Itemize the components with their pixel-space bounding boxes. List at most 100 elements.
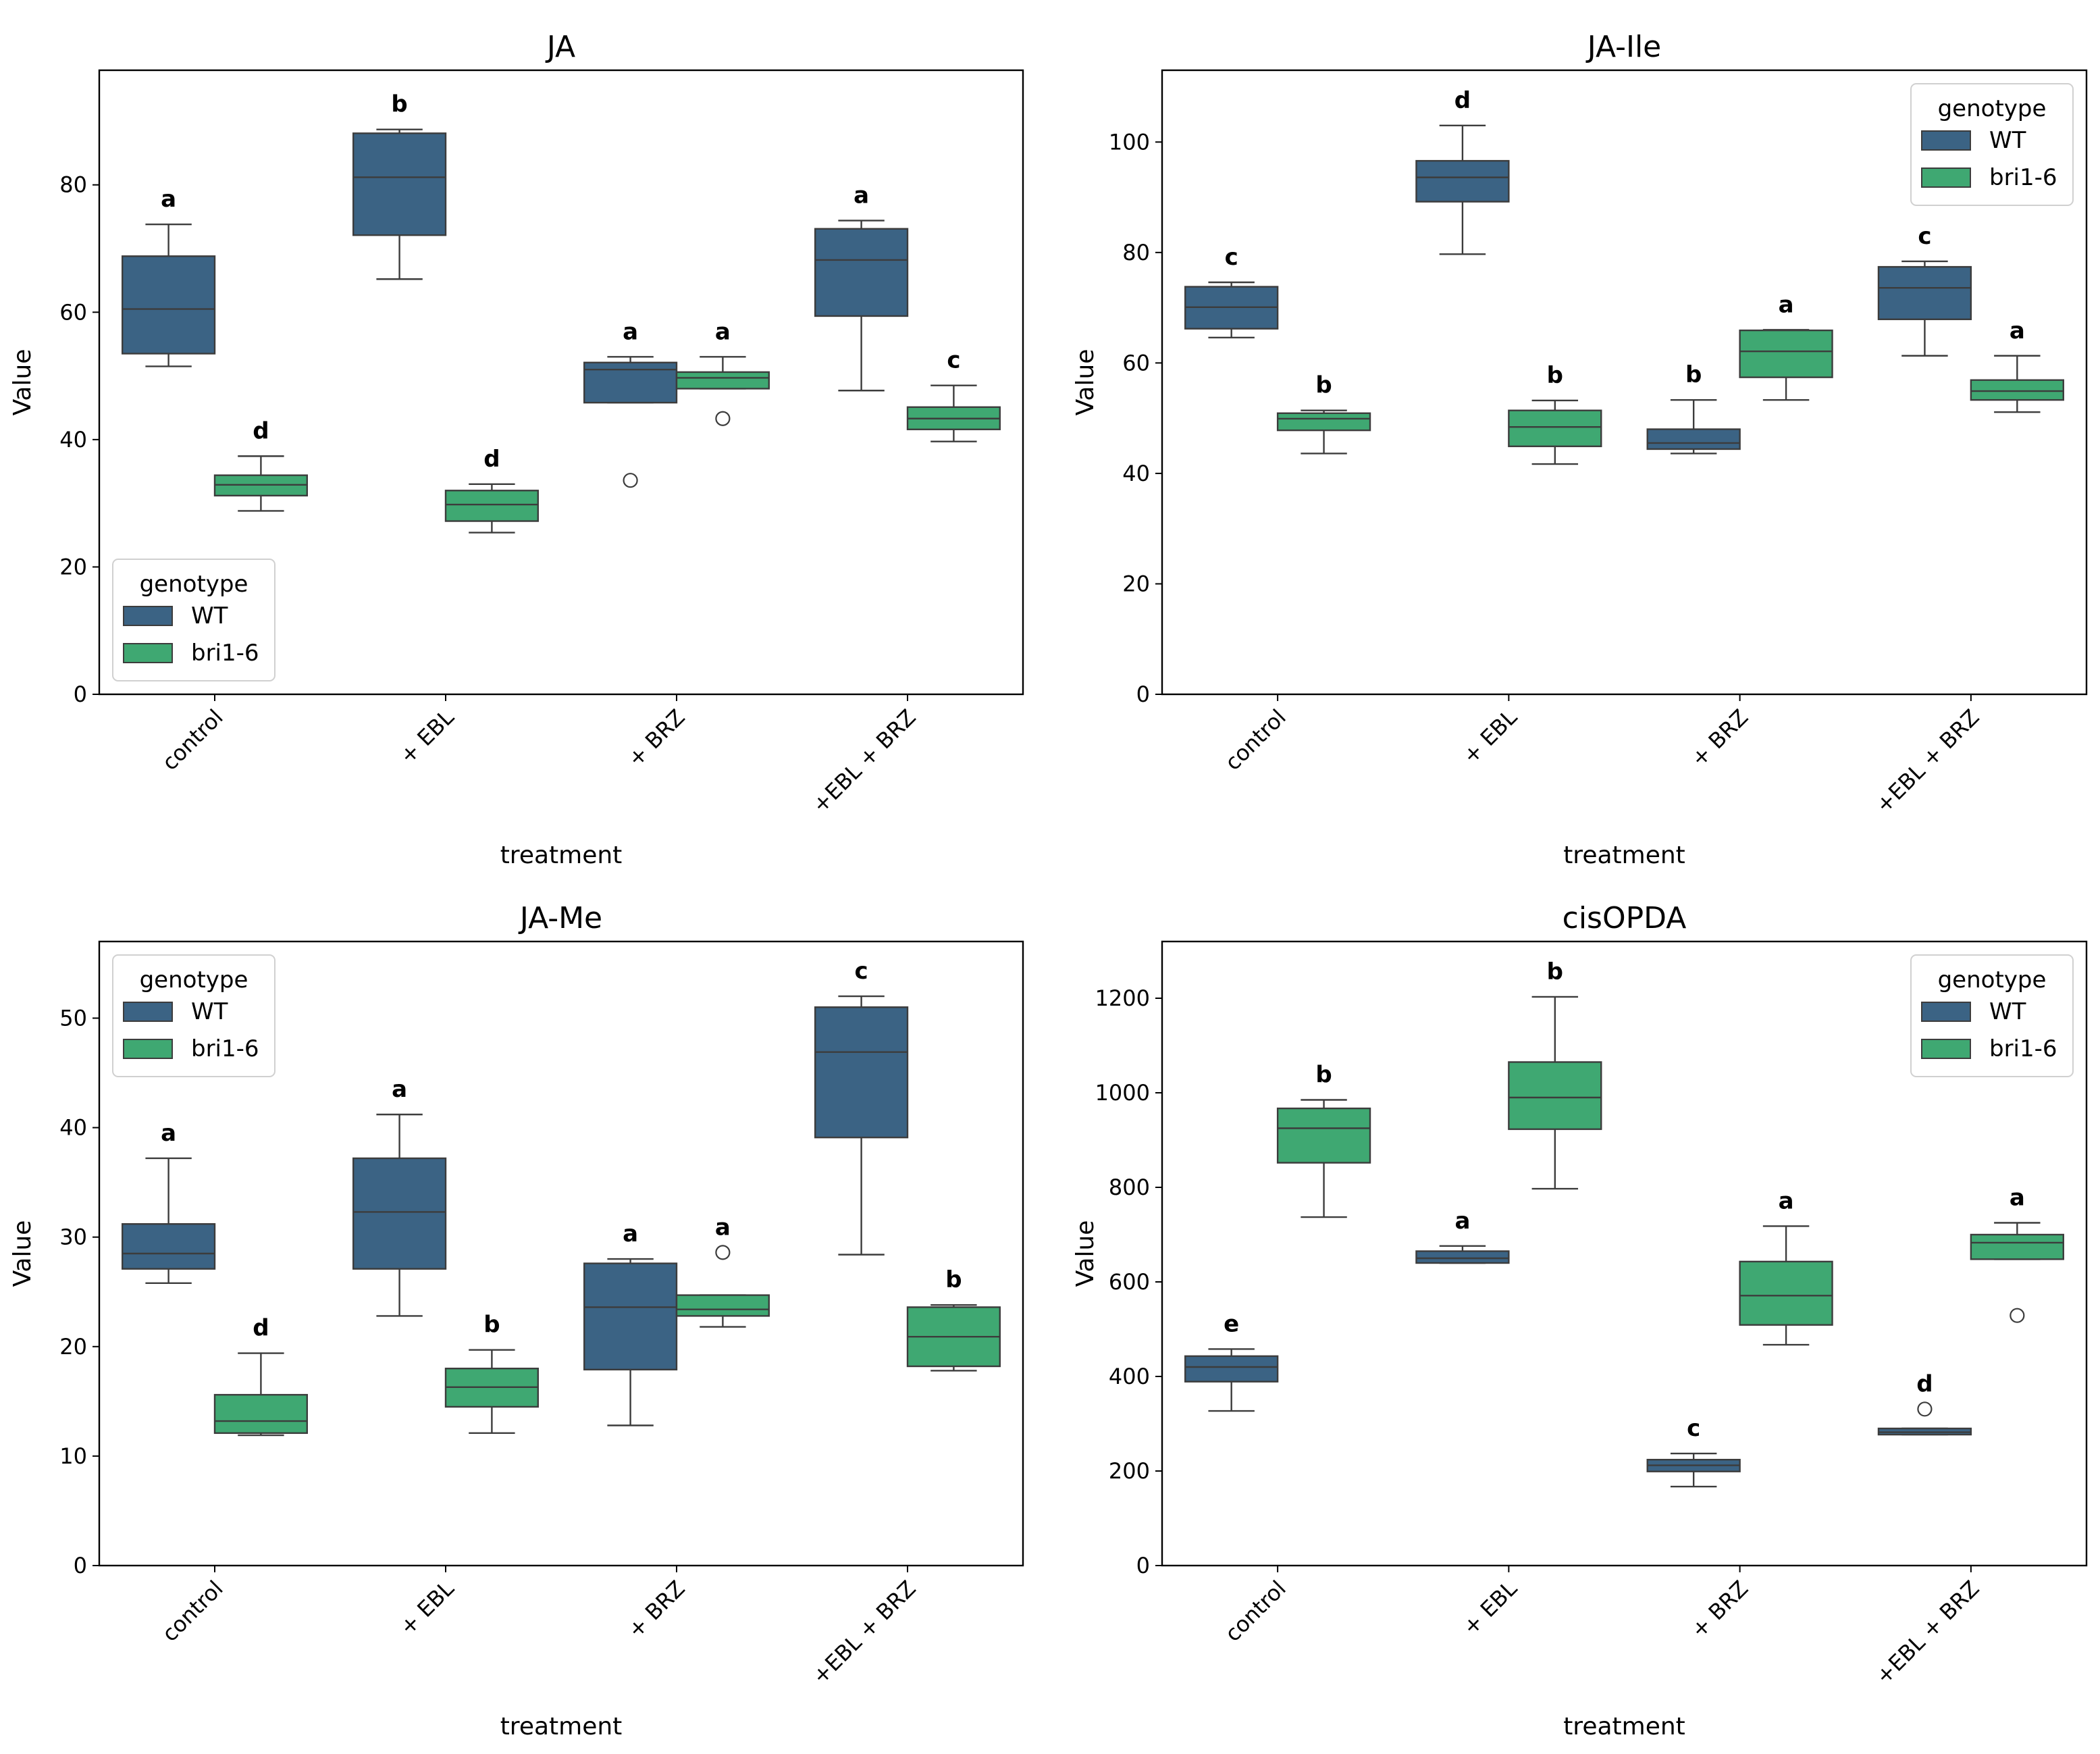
significance-letter: c (1918, 223, 1931, 250)
box-iqr (352, 132, 447, 236)
y-tick-label: 40 (59, 1115, 87, 1141)
y-tick-label: 40 (1122, 461, 1150, 486)
legend-swatch-bri1-6 (123, 1039, 173, 1059)
y-axis-label: Value (9, 1220, 36, 1287)
y-tick-label: 0 (74, 681, 87, 707)
box-iqr (1739, 1260, 1833, 1326)
significance-letter: a (2010, 1185, 2025, 1212)
plot-frame (98, 940, 1024, 1567)
box-bri1-6-plus-ebl-plus-brz: c (906, 347, 1001, 442)
y-tick-label: 800 (1109, 1175, 1150, 1200)
y-tick-label: 80 (1122, 240, 1150, 265)
box-bri1-6-plus-brz: a (1739, 1187, 1833, 1346)
plot-frame (98, 69, 1024, 696)
legend-swatch-bri1-6 (1921, 1039, 1971, 1059)
box-iqr (583, 1262, 678, 1371)
y-tick-label: 60 (1122, 350, 1150, 376)
x-axis-label: treatment (1563, 842, 1685, 869)
legend-title: genotype (140, 571, 248, 598)
box-iqr (583, 361, 678, 404)
y-tick-label: 0 (1136, 681, 1150, 707)
significance-letter: a (854, 182, 869, 209)
box-iqr (213, 1393, 309, 1435)
y-tick-label: 400 (1109, 1364, 1150, 1389)
significance-letter: d (483, 446, 500, 473)
x-axis-label: treatment (500, 842, 623, 869)
box-bri1-6-plus-ebl: b (1508, 958, 1602, 1190)
legend-label-wt: WT (1989, 127, 2026, 154)
outlier-point (715, 411, 731, 426)
significance-letter: d (253, 417, 269, 444)
y-tick-label: 600 (1109, 1269, 1150, 1295)
legend-label-wt: WT (191, 998, 228, 1025)
box-iqr (1646, 428, 1741, 450)
x-axis-label: treatment (1563, 1713, 1685, 1740)
legend-label-wt: WT (1989, 998, 2026, 1025)
box-wt-plus-ebl: a (1415, 1208, 1510, 1264)
box-wt-plus-ebl: b (352, 91, 447, 280)
y-tick-label: 30 (59, 1224, 87, 1250)
legend-swatch-wt (1921, 1002, 1971, 1022)
y-tick-label: 20 (1122, 571, 1150, 596)
box-iqr (1508, 409, 1602, 448)
significance-letter: d (253, 1315, 269, 1342)
x-axis-label: treatment (500, 1713, 623, 1740)
legend: genotype WT bri1-6 (112, 559, 275, 681)
box-wt-control: c (1184, 244, 1279, 338)
legend: genotype WT bri1-6 (1910, 954, 2074, 1077)
box-wt-plus-ebl-plus-brz: d (1877, 1370, 1972, 1436)
significance-letter: a (623, 1220, 638, 1247)
legend-label-bri1-6: bri1-6 (191, 640, 259, 667)
significance-letter: b (1547, 958, 1563, 985)
box-wt-plus-brz: c (1646, 1415, 1741, 1488)
box-bri1-6-plus-ebl-plus-brz: a (1970, 1185, 2064, 1323)
legend-title: genotype (140, 966, 248, 994)
legend-swatch-wt (123, 1002, 173, 1022)
box-iqr (121, 255, 216, 355)
box-bri1-6-control: b (1276, 1062, 1371, 1218)
box-iqr (1970, 379, 2064, 401)
y-tick-label: 10 (59, 1443, 87, 1469)
box-iqr (1276, 412, 1371, 432)
y-tick-label: 200 (1109, 1458, 1150, 1484)
y-tick-label: 60 (59, 299, 87, 325)
box-wt-control: a (121, 1120, 216, 1284)
significance-letter: b (1315, 372, 1332, 399)
significance-letter: a (161, 1120, 176, 1147)
legend-title: genotype (1938, 95, 2047, 122)
legend-swatch-bri1-6 (1921, 167, 1971, 188)
significance-letter: e (1224, 1310, 1239, 1337)
y-tick-label: 20 (59, 554, 87, 579)
chart-title: JA-Me (518, 901, 602, 935)
y-tick-label: 100 (1109, 129, 1150, 155)
y-tick-label: 1000 (1095, 1080, 1150, 1106)
box-wt-plus-ebl-plus-brz: c (814, 958, 909, 1256)
y-tick-label: 40 (59, 427, 87, 453)
box-bri1-6-plus-ebl: b (444, 1312, 540, 1435)
chart-title: JA (545, 30, 575, 64)
box-iqr (1970, 1233, 2064, 1260)
legend-label-bri1-6: bri1-6 (1989, 164, 2057, 191)
box-bri1-6-plus-ebl-plus-brz: b (906, 1266, 1001, 1372)
significance-letter: d (1916, 1370, 1933, 1397)
significance-letter: a (2010, 317, 2025, 344)
y-tick-label: 50 (59, 1005, 87, 1031)
plot-frame (1161, 69, 2088, 696)
significance-letter: c (947, 347, 960, 374)
box-bri1-6-control: b (1276, 372, 1371, 455)
significance-letter: b (1315, 1062, 1332, 1089)
legend-label-bri1-6: bri1-6 (191, 1035, 259, 1062)
y-tick-label: 80 (59, 172, 87, 198)
outlier-point (715, 1245, 731, 1260)
box-wt-plus-brz: b (1646, 361, 1741, 455)
significance-letter: a (715, 318, 731, 345)
significance-letter: a (392, 1076, 407, 1103)
box-iqr (675, 371, 770, 390)
box-wt-plus-brz: a (583, 318, 678, 488)
significance-letter: b (1685, 361, 1702, 388)
y-tick-label: 20 (59, 1334, 87, 1360)
legend-label-wt: WT (191, 602, 228, 629)
